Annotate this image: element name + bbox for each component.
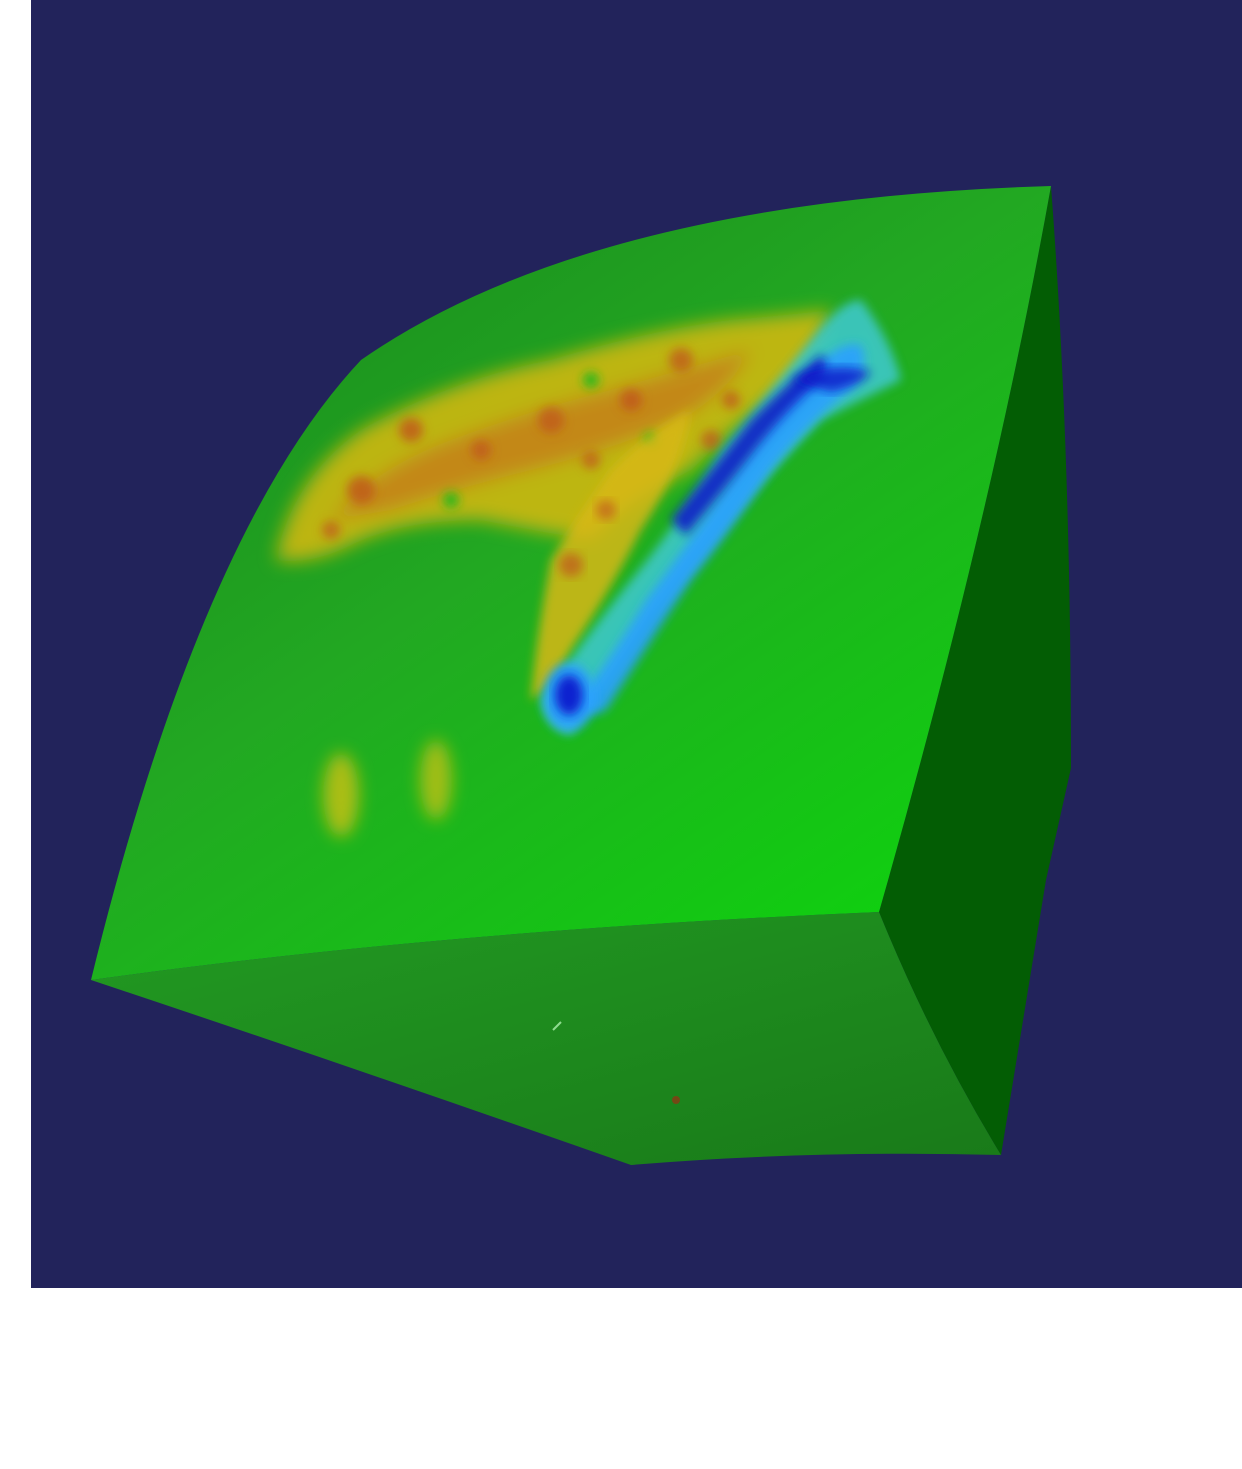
warm-speckles: [322, 348, 740, 539]
warm-patch: [276, 310, 831, 561]
right-face: [879, 186, 1071, 1155]
faint-streaks: [323, 740, 452, 837]
diagonal-ridge: [531, 410, 691, 700]
cold-band: [541, 300, 901, 735]
bottom-mark: [552, 1021, 562, 1031]
colormap-overlay: [276, 300, 901, 837]
3d-scene: [91, 186, 1071, 1165]
cold-spot: [543, 663, 595, 731]
bottom-mark-red: [672, 1096, 680, 1104]
render-viewport[interactable]: [31, 0, 1242, 1288]
bottom-face: [91, 912, 1001, 1165]
